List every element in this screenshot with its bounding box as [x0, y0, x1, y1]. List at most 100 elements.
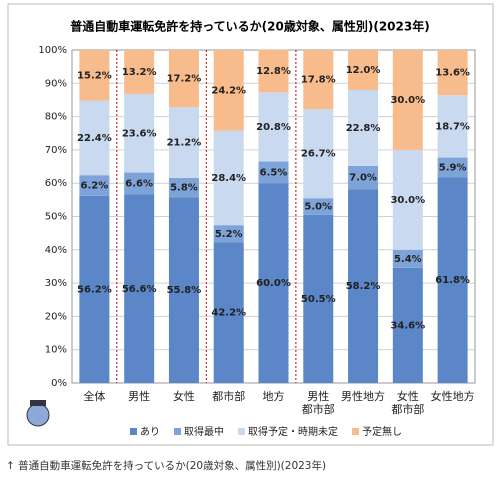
value-label: 7.0%	[349, 173, 377, 184]
bar-segment	[303, 109, 334, 199]
bar-segment	[348, 50, 379, 90]
legend-swatch	[352, 428, 359, 435]
bar-segment	[348, 89, 379, 166]
bar-segment	[392, 267, 423, 383]
bar-segment	[303, 214, 334, 383]
caption: ↑ 普通自動車運転免許を持っているか(20歳対象、属性別)(2023年)	[6, 460, 327, 472]
legend-label: あり	[140, 426, 160, 438]
x-tick-label: 男性	[128, 390, 151, 403]
value-label: 24.2%	[211, 85, 246, 96]
y-tick-label: 50%	[45, 212, 67, 223]
x-tick-label: 男性地方	[341, 390, 386, 403]
bar-segment	[303, 198, 334, 215]
bar-segment	[168, 197, 199, 383]
legend-swatch	[238, 428, 245, 435]
value-label: 15.2%	[77, 70, 112, 81]
bar-segment	[258, 92, 289, 162]
mascot	[26, 400, 50, 427]
value-label: 5.4%	[394, 254, 422, 265]
value-label: 60.0%	[256, 278, 291, 289]
x-tick-label: 都市部	[212, 390, 246, 403]
legend-swatch	[174, 428, 181, 435]
value-label: 56.6%	[122, 284, 157, 295]
value-label: 6.6%	[125, 179, 153, 190]
value-label: 17.8%	[301, 75, 336, 86]
y-tick-label: 90%	[45, 78, 67, 89]
bar-segment	[437, 50, 468, 96]
bar-segment	[79, 175, 110, 196]
value-label: 28.4%	[211, 173, 246, 184]
value-label: 12.8%	[256, 66, 291, 77]
y-tick-label: 80%	[45, 112, 67, 123]
bar-segment	[79, 195, 110, 383]
bar-segment	[392, 249, 423, 268]
bar-segment	[213, 130, 244, 226]
value-label: 61.8%	[435, 275, 470, 286]
y-tick-label: 70%	[45, 145, 67, 156]
value-label: 12.0%	[346, 65, 381, 76]
bar-segment	[79, 50, 110, 101]
x-tick-label: 男性 都市部	[301, 390, 335, 416]
value-label: 42.2%	[211, 308, 246, 319]
bar-segment	[437, 157, 468, 178]
x-tick-label: 全体	[83, 390, 106, 403]
value-label: 50.5%	[301, 294, 336, 305]
bar-segment	[124, 93, 155, 173]
value-label: 22.4%	[77, 133, 112, 144]
value-label: 5.9%	[439, 162, 467, 173]
value-label: 30.0%	[390, 195, 425, 206]
bar-segment	[303, 50, 334, 110]
value-label: 5.0%	[304, 202, 332, 213]
value-label: 21.2%	[167, 138, 202, 149]
bar-segment	[258, 161, 289, 184]
value-label: 34.6%	[390, 320, 425, 331]
bar-segment	[213, 225, 244, 243]
y-tick-label: 0%	[51, 378, 67, 389]
bar-segment	[213, 242, 244, 383]
bar-segment	[437, 95, 468, 158]
bar-segment	[168, 177, 199, 198]
legend-label: 取得最中	[184, 425, 224, 438]
value-label: 20.8%	[256, 122, 291, 133]
x-tick-label: 地方	[262, 390, 285, 403]
value-label: 30.0%	[390, 95, 425, 106]
value-label: 6.2%	[81, 181, 109, 192]
bar-segment	[392, 50, 423, 150]
value-label: 5.8%	[170, 183, 198, 194]
bar-segment	[348, 165, 379, 190]
x-tick-label: 女性	[172, 390, 195, 403]
y-tick-label: 10%	[45, 345, 67, 356]
bar-segment	[392, 149, 423, 250]
y-tick-label: 100%	[38, 45, 67, 56]
y-tick-label: 30%	[45, 278, 67, 289]
bar-segment	[168, 50, 199, 108]
bar-segment	[124, 172, 155, 195]
bar-segment	[213, 50, 244, 131]
value-label: 5.2%	[215, 229, 243, 240]
value-label: 22.8%	[346, 123, 381, 134]
value-label: 58.2%	[346, 281, 381, 292]
x-tick-label: 女性 都市部	[391, 390, 425, 416]
chart-title: 普通自動車運転免許を持っているか(20歳対象、属性別)(2023年)	[70, 19, 429, 34]
legend-label: 取得予定・時期未定	[248, 425, 338, 438]
value-label: 13.6%	[435, 68, 470, 79]
chart: 普通自動車運転免許を持っているか(20歳対象、属性別)(2023年) 0% 10%…	[7, 3, 494, 446]
value-label: 18.7%	[435, 121, 470, 132]
value-label: 6.5%	[260, 167, 288, 178]
bar-segment	[348, 189, 379, 383]
y-tick-label: 60%	[45, 178, 67, 189]
legend-label: 予定無し	[362, 425, 402, 438]
bar-segment	[79, 100, 110, 176]
bar-segment	[168, 107, 199, 178]
bar-segment	[124, 194, 155, 383]
value-label: 17.2%	[167, 74, 202, 85]
bar-segment	[437, 177, 468, 383]
bar-segment	[258, 49, 289, 93]
value-label: 13.2%	[122, 67, 157, 78]
legend-swatch	[130, 428, 137, 435]
caption-text: 普通自動車運転免許を持っているか(20歳対象、属性別)(2023年)	[18, 460, 327, 472]
value-label: 23.6%	[122, 128, 157, 139]
value-label: 26.7%	[301, 149, 336, 160]
bar-segment	[124, 50, 155, 94]
